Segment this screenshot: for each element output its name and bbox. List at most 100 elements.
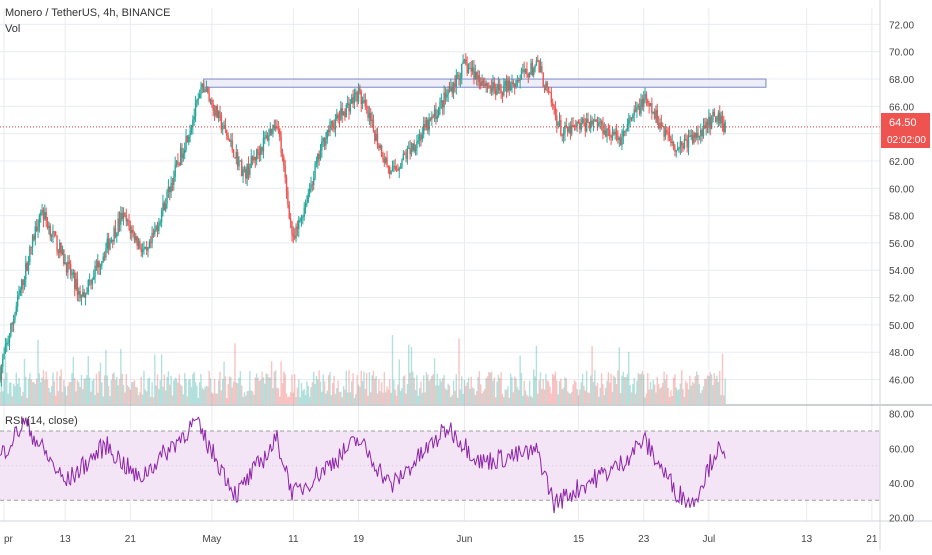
candle-body xyxy=(337,114,339,119)
candle-body xyxy=(376,134,379,146)
candle-body xyxy=(303,207,305,217)
volume-bar xyxy=(459,389,462,404)
rsi-axis[interactable]: 80.00 60.00 40.00 20.00 xyxy=(889,410,914,525)
candle-body xyxy=(431,116,433,120)
volume-bar xyxy=(530,395,532,404)
volume-bar xyxy=(389,379,391,404)
volume-bar xyxy=(69,382,72,404)
candle-body xyxy=(2,358,4,367)
candle-body xyxy=(251,156,254,161)
volume-bar xyxy=(215,393,217,404)
volume-bar xyxy=(599,387,601,404)
volume-bar xyxy=(219,371,221,404)
volume-bar xyxy=(489,372,491,404)
volume-bar xyxy=(702,386,705,404)
candle-body xyxy=(596,121,599,127)
volume-bar xyxy=(102,396,104,404)
candle-body xyxy=(708,116,710,126)
candle-body xyxy=(489,86,491,88)
candle-body xyxy=(365,106,368,108)
candle-body xyxy=(48,225,50,229)
candle-body xyxy=(629,117,631,120)
candle-body xyxy=(442,100,444,108)
volume-bar xyxy=(232,381,235,404)
candle-body xyxy=(705,121,707,129)
candle-body xyxy=(364,99,367,107)
candle-body xyxy=(0,372,1,381)
volume-bar xyxy=(280,361,282,404)
candle-body xyxy=(270,128,273,134)
volume-bar xyxy=(337,380,339,404)
candle-body xyxy=(34,226,37,240)
candle-body xyxy=(289,218,292,222)
volume-bar xyxy=(606,380,608,404)
candle-body xyxy=(27,261,30,271)
volume-bar xyxy=(317,379,319,404)
candle-body xyxy=(61,249,64,255)
candle-body xyxy=(509,85,512,91)
volume-bar xyxy=(667,387,669,404)
volume-bar xyxy=(603,395,606,404)
volume-bar xyxy=(556,380,558,404)
candle-body xyxy=(46,220,49,229)
volume-bar xyxy=(136,387,138,404)
volume-bar xyxy=(482,391,485,404)
candle-body xyxy=(663,126,665,137)
candle-body xyxy=(10,323,12,336)
volume-bar xyxy=(590,375,592,404)
candle-body xyxy=(102,256,104,262)
candle-body xyxy=(310,184,312,189)
candle-body xyxy=(679,141,682,148)
price-axis[interactable]: 72.0070.0068.0066.0064.0062.0060.0058.00… xyxy=(889,20,914,386)
candle-body xyxy=(610,136,612,138)
volume-bar xyxy=(231,387,233,404)
volume-bar xyxy=(348,370,350,404)
volume-bar xyxy=(50,385,53,404)
time-axis[interactable]: pr 13 21 May 11 19 Jun 15 23 Jul 13 21 xyxy=(4,534,878,545)
candle-body xyxy=(689,135,691,137)
candle-body xyxy=(617,135,619,140)
volume-bar xyxy=(461,376,463,404)
candle-body xyxy=(139,240,141,249)
candle-body xyxy=(690,135,692,137)
volume-bar xyxy=(611,391,614,404)
volume-bar xyxy=(448,385,451,404)
volume-bar xyxy=(427,374,429,404)
candle-body xyxy=(698,135,701,138)
candle-body xyxy=(576,121,578,127)
volume-bar xyxy=(719,370,721,404)
candle-body xyxy=(598,122,600,127)
candle-body xyxy=(436,116,438,120)
volume-bar xyxy=(171,395,174,404)
volume-bar xyxy=(95,373,98,404)
volume-bar xyxy=(425,372,428,404)
candle-body xyxy=(553,105,555,109)
volume-bar xyxy=(170,375,172,404)
volume-bar xyxy=(488,371,490,404)
candle-body xyxy=(334,118,337,130)
volume-bar xyxy=(254,377,257,404)
candle-body xyxy=(226,129,228,136)
volume-bar xyxy=(465,385,467,404)
candle-body xyxy=(640,99,642,114)
candle-body xyxy=(18,293,20,297)
volume-bar xyxy=(311,381,314,404)
candle-body xyxy=(215,105,217,116)
volume-bar xyxy=(250,390,252,404)
rsi-tick-3: 20.00 xyxy=(889,514,914,525)
volume-bar xyxy=(185,379,187,404)
candle-body xyxy=(526,68,528,74)
candle-body xyxy=(508,80,510,91)
candle-body xyxy=(539,66,542,73)
candle-body xyxy=(485,82,487,86)
volume-bar xyxy=(638,374,641,404)
candle-body xyxy=(429,118,432,120)
candle-body xyxy=(623,131,626,133)
volume-bar xyxy=(351,381,353,404)
candle-body xyxy=(299,220,301,222)
time-tick-2: 21 xyxy=(125,534,137,545)
candle-body xyxy=(384,157,387,163)
volume-bar xyxy=(129,389,132,404)
